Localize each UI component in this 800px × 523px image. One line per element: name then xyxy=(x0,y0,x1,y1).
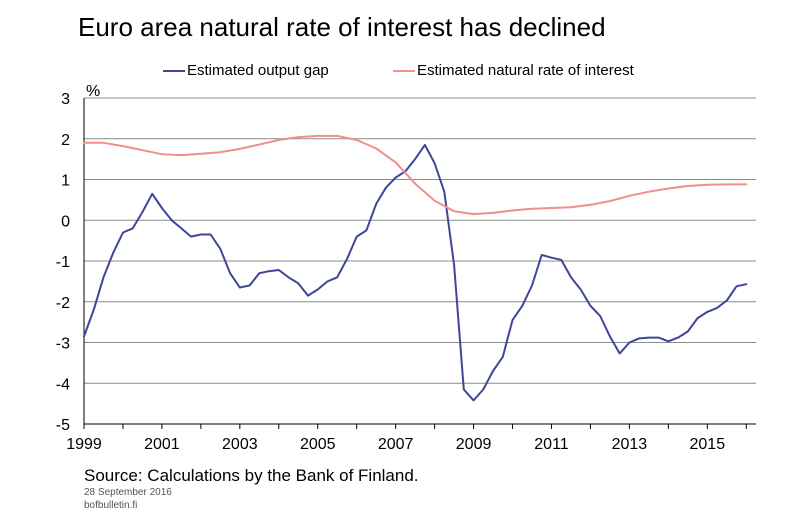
site-name: bofbulletin.fi xyxy=(84,500,138,511)
source-note: Source: Calculations by the Bank of Finl… xyxy=(84,466,419,485)
y-tick-label--5: -5 xyxy=(56,417,70,434)
y-tick-label--1: -1 xyxy=(56,254,70,271)
x-tick-label-2011: 2011 xyxy=(534,436,569,453)
y-tick-label-3: 3 xyxy=(61,91,70,108)
legend-item-output-gap: Estimated output gap xyxy=(163,62,329,79)
chart-title: Euro area natural rate of interest has d… xyxy=(78,12,606,42)
x-tick-label-2009: 2009 xyxy=(456,436,492,453)
x-tick-label-2015: 2015 xyxy=(690,436,726,453)
y-tick-label--3: -3 xyxy=(56,336,70,353)
series-line-natural-rate xyxy=(83,134,748,216)
y-axis-unit-label: % xyxy=(86,83,100,100)
legend-label-output-gap: Estimated output gap xyxy=(187,62,329,79)
x-tick-label-2003: 2003 xyxy=(222,436,258,453)
publish-date: 28 September 2016 xyxy=(84,487,172,498)
legend-swatch-natural-rate xyxy=(393,69,415,72)
y-tick-label--2: -2 xyxy=(56,295,70,312)
y-tick-label-2: 2 xyxy=(61,132,70,149)
x-tick-label-2007: 2007 xyxy=(378,436,414,453)
x-tick-label-2001: 2001 xyxy=(144,436,180,453)
x-tick-label-2005: 2005 xyxy=(300,436,336,453)
series-line-output-gap xyxy=(83,143,748,402)
x-tick-label-2013: 2013 xyxy=(612,436,648,453)
legend: Estimated output gap Estimated natural r… xyxy=(0,62,800,84)
legend-swatch-output-gap xyxy=(163,69,185,72)
legend-item-natural-rate: Estimated natural rate of interest xyxy=(393,62,634,79)
y-tick-label--4: -4 xyxy=(56,376,70,393)
legend-label-natural-rate: Estimated natural rate of interest xyxy=(417,62,634,79)
y-tick-label-1: 1 xyxy=(61,173,70,190)
x-tick-label-1999: 1999 xyxy=(66,436,102,453)
y-tick-label-0: 0 xyxy=(61,213,70,230)
